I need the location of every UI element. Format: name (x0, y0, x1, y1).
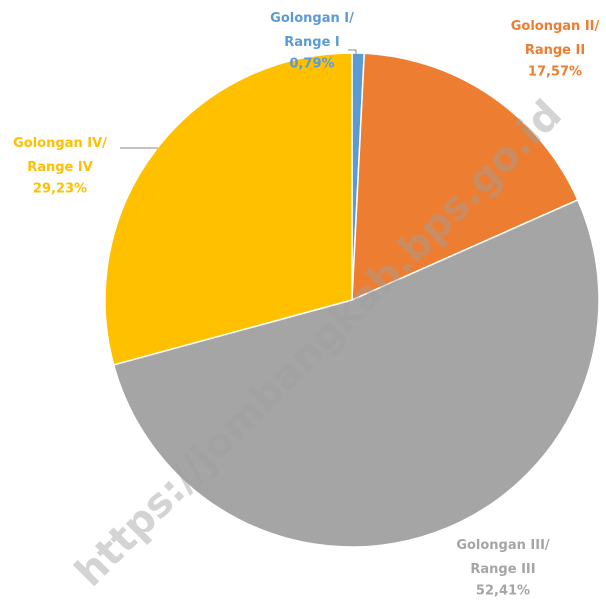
value-label: 29,23% (33, 182, 87, 197)
labels: Golongan I/Range I 0,79% Golongan II/Range… (13, 11, 599, 599)
pie-slice (104, 52, 353, 366)
value-label: 0,79% (289, 57, 334, 72)
category-label: Golongan II/Range II (511, 19, 600, 58)
pie-slice (351, 52, 579, 302)
category-label: Golongan IV/Range IV (13, 136, 107, 175)
category-label: Golongan I/Range I (270, 11, 354, 50)
value-label: 52,41% (476, 584, 530, 599)
pie-slice (112, 198, 600, 548)
slices (104, 52, 600, 548)
value-label: 17,57% (528, 65, 582, 80)
category-label: Golongan III/Range III (456, 538, 550, 577)
